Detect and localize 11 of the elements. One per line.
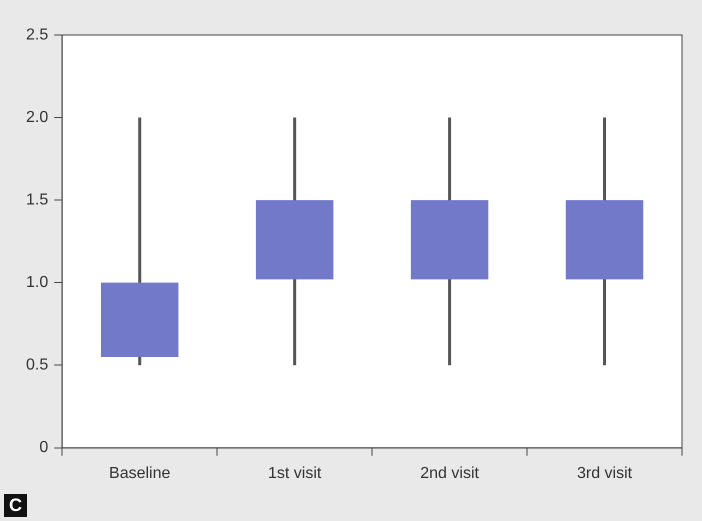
y-tick-label: 1.0	[26, 274, 48, 292]
y-tick-label: 2.0	[26, 108, 48, 126]
x-tick-label: 3rd visit	[576, 464, 633, 482]
x-tick-label: 2nd visit	[420, 464, 480, 482]
text: C	[4, 494, 27, 517]
y-tick-label: 2.5	[26, 26, 48, 44]
y-tick-label: 1.5	[26, 192, 48, 209]
y-tick-label: 0	[39, 439, 48, 456]
x-tick-label: Baseline	[109, 464, 170, 482]
x-tick-label: 1st visit	[268, 464, 322, 482]
y-tick-label: 0.5	[26, 356, 48, 374]
